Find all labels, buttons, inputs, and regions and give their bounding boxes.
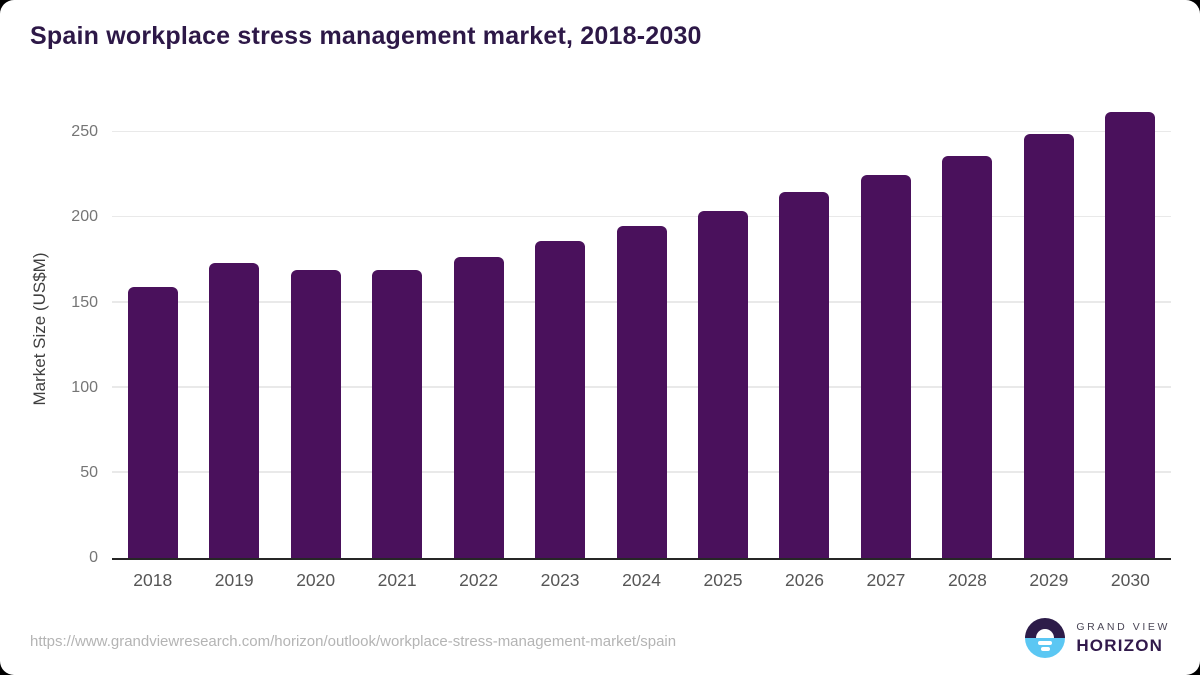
grand-view-horizon-logo-icon — [1025, 618, 1066, 658]
logo-sky-half — [1025, 618, 1066, 638]
ytick-200: 200 — [71, 208, 98, 226]
ytick-250: 250 — [71, 123, 98, 141]
bar-2025[interactable] — [698, 210, 749, 558]
ytick-0: 0 — [89, 549, 98, 566]
brand-name-bottom: HORIZON — [1076, 635, 1164, 655]
brand-name-top: GRAND VIEW — [1076, 620, 1170, 633]
bar-2027[interactable] — [860, 174, 911, 558]
chart-title: Spain workplace stress management market… — [30, 22, 702, 50]
bar-2030[interactable] — [1105, 111, 1156, 558]
bar-2028[interactable] — [942, 156, 993, 558]
bar-2023[interactable] — [535, 241, 586, 558]
bar-slot-2024 — [601, 100, 682, 558]
bar-2022[interactable] — [453, 256, 504, 558]
xlabel-2026: 2026 — [785, 570, 824, 590]
xlabel-2021: 2021 — [377, 570, 417, 590]
xlabel-2025: 2025 — [703, 570, 743, 590]
logo-reflection-dash — [1038, 641, 1053, 645]
bar-slot-2019 — [193, 100, 274, 558]
bar-slot-2027 — [845, 100, 926, 558]
logo-sun-icon — [1036, 629, 1055, 638]
bar-slot-2025 — [682, 100, 763, 558]
bar-slot-2028 — [927, 100, 1008, 558]
xlabel-2030: 2030 — [1110, 570, 1150, 590]
xlabel-2019: 2019 — [214, 570, 254, 590]
bar-slot-2018 — [112, 100, 193, 558]
bar-slot-2023 — [519, 100, 600, 558]
bar-2021[interactable] — [372, 270, 423, 558]
xlabel-2027: 2027 — [866, 570, 906, 590]
xlabel-2024: 2024 — [622, 570, 662, 590]
xlabel-2029: 2029 — [1029, 570, 1069, 590]
bar-2019[interactable] — [209, 263, 260, 558]
xlabel-2022: 2022 — [459, 570, 499, 590]
bar-slot-2021 — [356, 100, 437, 558]
xlabel-2028: 2028 — [947, 570, 987, 590]
logo-wordmark: GRAND VIEW HORIZON — [1076, 621, 1170, 656]
ytick-50: 50 — [80, 463, 98, 481]
logo-reflection-dash — [1040, 647, 1050, 651]
ytick-150: 150 — [71, 293, 98, 311]
bar-2018[interactable] — [127, 287, 178, 558]
bar-slot-2026 — [764, 100, 845, 558]
ytick-100: 100 — [71, 378, 98, 396]
gridline-250 — [112, 130, 1171, 133]
gridline-200 — [112, 215, 1171, 218]
bar-slot-2022 — [438, 100, 519, 558]
bar-slot-2029 — [1008, 100, 1089, 558]
y-axis-title: Market Size (US$M) — [30, 252, 49, 406]
bar-slot-2030 — [1090, 100, 1171, 558]
bar-slot-2020 — [275, 100, 356, 558]
plot-area: 0 50 100 150 200 250 — [71, 100, 1171, 566]
bar-series — [112, 100, 1171, 558]
xlabel-2020: 2020 — [296, 570, 336, 590]
xlabel-2023: 2023 — [540, 570, 580, 590]
bar-2026[interactable] — [779, 191, 830, 558]
bar-2024[interactable] — [616, 226, 667, 558]
bar-2029[interactable] — [1023, 134, 1074, 558]
x-axis-labels: 2018 2019 2020 2021 2022 2023 2024 2025 2026 2027… — [112, 570, 1171, 591]
xlabel-2018: 2018 — [133, 570, 173, 590]
source-url[interactable]: https://www.grandviewresearch.com/horizo… — [30, 633, 677, 650]
brand-logo: GRAND VIEW HORIZON — [1025, 618, 1170, 658]
bar-2020[interactable] — [290, 270, 341, 558]
